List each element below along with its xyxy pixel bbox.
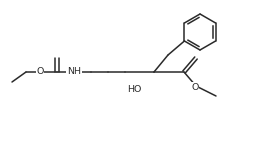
Text: NH: NH (67, 67, 81, 76)
Text: HO: HO (127, 85, 141, 95)
Text: O: O (36, 67, 44, 76)
Text: O: O (191, 83, 199, 92)
